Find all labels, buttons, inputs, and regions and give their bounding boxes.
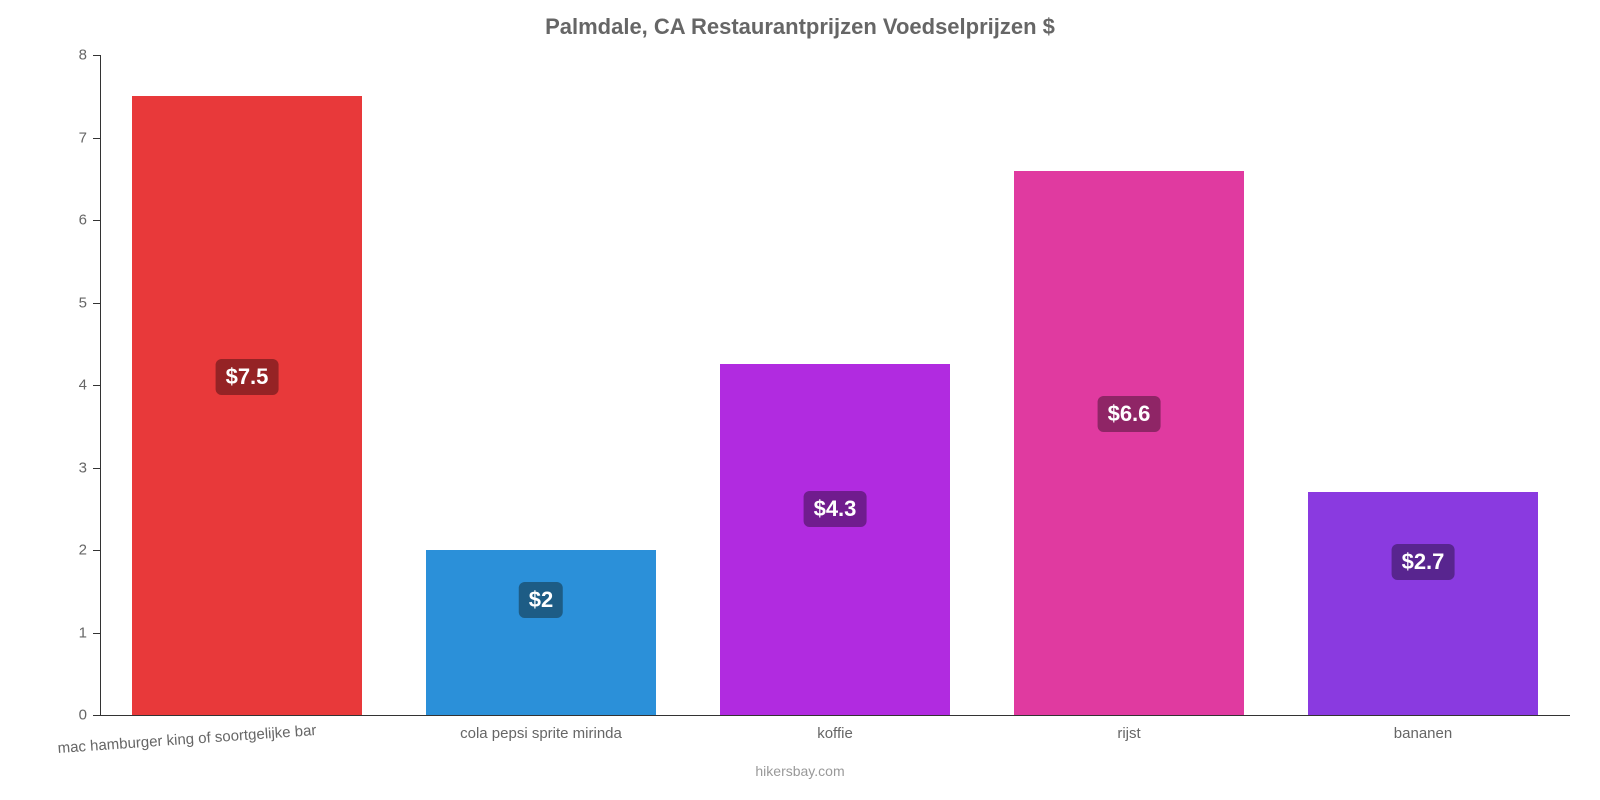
bar xyxy=(132,96,361,715)
chart-title: Palmdale, CA Restaurantprijzen Voedselpr… xyxy=(0,14,1600,40)
bar-value-badge: $2 xyxy=(519,582,563,618)
bar-value-badge: $7.5 xyxy=(216,359,279,395)
price-bar-chart: Palmdale, CA Restaurantprijzen Voedselpr… xyxy=(0,0,1600,800)
chart-credit: hikersbay.com xyxy=(0,763,1600,779)
y-tick-label: 3 xyxy=(79,459,87,476)
x-tick-label: bananen xyxy=(1394,725,1452,742)
bar-value-badge: $4.3 xyxy=(804,491,867,527)
y-tick-label: 8 xyxy=(79,47,87,64)
x-tick-label: koffie xyxy=(817,725,853,742)
y-tick-mark xyxy=(93,550,100,551)
bar xyxy=(1014,171,1243,716)
y-tick-mark xyxy=(93,303,100,304)
x-tick-label: rijst xyxy=(1117,725,1140,742)
y-tick-mark xyxy=(93,220,100,221)
y-tick-label: 2 xyxy=(79,542,87,559)
y-tick-label: 4 xyxy=(79,377,87,394)
y-tick-label: 5 xyxy=(79,294,87,311)
y-tick-label: 7 xyxy=(79,129,87,146)
bar xyxy=(1308,492,1537,715)
bar xyxy=(720,364,949,715)
y-tick-label: 0 xyxy=(79,707,87,724)
y-axis-line xyxy=(100,55,101,715)
bar-value-badge: $2.7 xyxy=(1392,544,1455,580)
y-tick-mark xyxy=(93,468,100,469)
bar-value-badge: $6.6 xyxy=(1098,396,1161,432)
y-tick-label: 1 xyxy=(79,624,87,641)
x-axis-line xyxy=(100,715,1570,716)
y-tick-mark xyxy=(93,55,100,56)
y-tick-label: 6 xyxy=(79,212,87,229)
y-tick-mark xyxy=(93,715,100,716)
bar xyxy=(426,550,655,715)
x-tick-label: mac hamburger king of soortgelijke bar xyxy=(57,722,317,757)
y-tick-mark xyxy=(93,138,100,139)
y-tick-mark xyxy=(93,385,100,386)
x-tick-label: cola pepsi sprite mirinda xyxy=(460,725,622,742)
plot-area: 012345678$7.5mac hamburger king of soort… xyxy=(100,55,1570,715)
y-tick-mark xyxy=(93,633,100,634)
